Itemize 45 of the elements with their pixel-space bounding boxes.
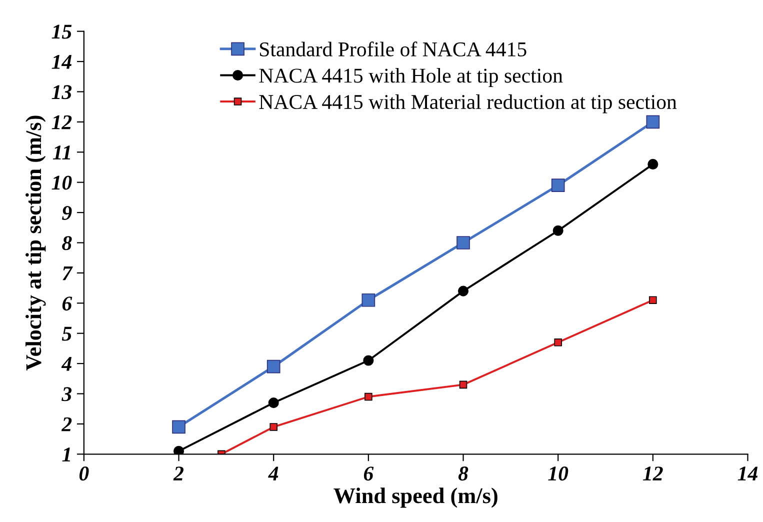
- x-tick-label: 14: [738, 466, 758, 480]
- legend-label: Standard Profile of NACA 4415: [260, 42, 526, 56]
- y-tick-label: 7: [62, 266, 73, 280]
- point: [551, 178, 565, 192]
- x-tick-label: 0: [79, 466, 89, 481]
- point: [362, 293, 376, 307]
- y-tick-label: 2: [61, 417, 72, 432]
- y-axis-title: Velocity at tip section (m/s): [26, 116, 46, 370]
- x-tick-label: 4: [268, 466, 278, 480]
- point: [649, 296, 657, 304]
- y-tick-label: 10: [52, 176, 72, 190]
- y-tick-label: 3: [62, 387, 72, 402]
- point: [266, 360, 280, 374]
- point: [648, 158, 658, 170]
- point: [268, 398, 279, 408]
- y-tick-label: 5: [62, 326, 72, 341]
- legend-label: NACA 4415 with Material reduction at tip section: [259, 94, 677, 114]
- point: [270, 423, 278, 431]
- y-tick-label: 12: [52, 115, 72, 130]
- point: [363, 355, 374, 366]
- y-tick-label: 13: [52, 85, 72, 100]
- y-tick-label: 14: [52, 54, 72, 69]
- y-tick-label: 4: [61, 357, 72, 371]
- x-tick-label: 8: [458, 466, 468, 481]
- x-tick-label: 12: [642, 466, 663, 480]
- point: [173, 446, 184, 454]
- x-axis-title: Wind speed (m/s): [334, 488, 498, 508]
- y-tick-label: 15: [52, 24, 72, 39]
- x-tick-label: 6: [364, 466, 374, 481]
- point: [459, 380, 468, 389]
- y-tick-label: 1: [62, 448, 70, 462]
- point: [364, 392, 372, 401]
- x-tick-label: 10: [548, 466, 568, 481]
- point: [172, 420, 186, 434]
- x-tick-label: 2: [173, 466, 184, 480]
- point: [554, 338, 562, 346]
- point: [458, 286, 469, 296]
- point: [646, 115, 660, 129]
- point: [552, 225, 564, 236]
- y-tick-label: 6: [62, 296, 72, 311]
- y-tick-label: 8: [62, 236, 72, 250]
- y-tick-label: 11: [52, 146, 70, 160]
- y-tick-label: 9: [62, 206, 72, 220]
- legend-label: NACA 4415 with Hole at tip section: [259, 68, 563, 87]
- point: [456, 236, 470, 250]
